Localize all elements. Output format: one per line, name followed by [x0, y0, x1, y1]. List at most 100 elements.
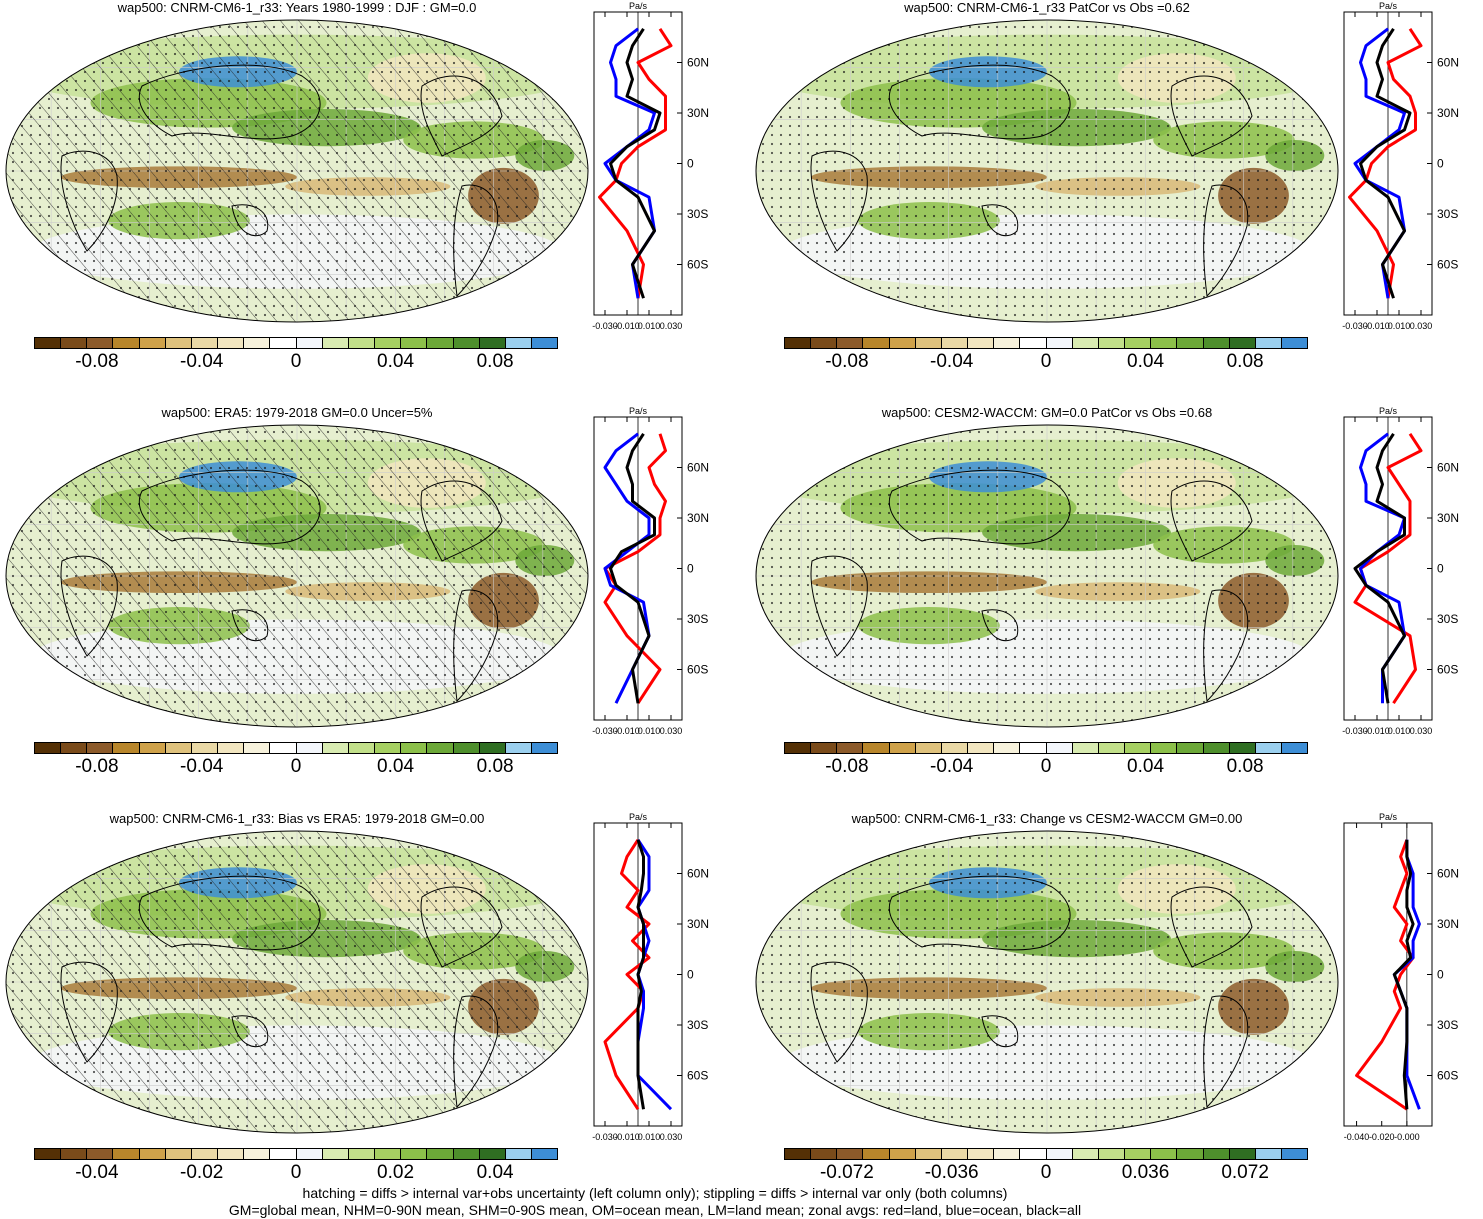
colorbar-swatch	[427, 1149, 454, 1159]
colorbar-swatch	[322, 1149, 349, 1159]
zonal-unit-label: Pa/s	[1379, 1, 1398, 11]
colorbar-swatch	[244, 1149, 271, 1159]
colorbar-tick-label: 0.036	[1121, 1162, 1170, 1183]
colorbar-swatch	[968, 743, 995, 753]
colorbar	[34, 742, 558, 754]
colorbar-swatch	[244, 338, 271, 348]
colorbar-swatch	[165, 338, 192, 348]
colorbar-swatch	[889, 338, 916, 348]
colorbar-swatch	[889, 743, 916, 753]
x-tick-label: -0.020	[1369, 1132, 1395, 1142]
colorbar	[784, 742, 1308, 754]
colorbar-swatch	[375, 1149, 402, 1159]
colorbar-swatch	[35, 743, 62, 753]
x-tick-label: 0.030	[660, 1132, 683, 1142]
lat-tick-label: 60S	[1437, 663, 1458, 677]
zonal-series-land	[1355, 839, 1415, 1111]
colorbar-swatch	[941, 1149, 969, 1159]
colorbar-swatch	[453, 743, 480, 753]
lat-tick-label: 60S	[687, 663, 708, 677]
colorbar-swatch	[505, 338, 532, 348]
colorbar-tick-label: 0.04	[476, 1162, 514, 1183]
lat-tick-label: 0	[1437, 562, 1444, 576]
lat-tick-label: 60N	[687, 461, 709, 475]
colorbar-swatch	[139, 338, 166, 348]
colorbar-tick-label: 0.02	[377, 1162, 415, 1183]
colorbar-swatch	[139, 743, 166, 753]
colorbar-tick-label: 0.04	[377, 756, 415, 777]
zonal-unit-label: Pa/s	[629, 1, 648, 11]
colorbar-swatch	[479, 338, 506, 348]
x-tick-label: -0.010	[614, 726, 640, 736]
lat-tick-label: 30S	[1437, 1018, 1458, 1032]
colorbar-swatch	[837, 1149, 864, 1159]
colorbar-swatch	[1281, 338, 1308, 348]
x-tick-label: 0.010	[1388, 726, 1411, 736]
colorbar-swatch	[1203, 1149, 1230, 1159]
colorbar-swatch	[785, 743, 812, 753]
x-tick-label: -0.030	[592, 1132, 618, 1142]
lat-tick-label: 60N	[687, 867, 709, 881]
colorbar-swatch	[1072, 743, 1099, 753]
colorbar-swatch	[1020, 338, 1047, 348]
zonal-unit-label: Pa/s	[629, 812, 648, 822]
colorbar-swatch	[453, 1149, 480, 1159]
colorbar	[34, 1148, 558, 1160]
robinson-map	[755, 424, 1339, 728]
colorbar-swatch	[1229, 743, 1256, 753]
colorbar-swatch	[1125, 1149, 1152, 1159]
colorbar-tick-label: -0.04	[930, 351, 974, 372]
colorbar-swatch	[165, 1149, 192, 1159]
x-tick-label: 0.030	[1410, 321, 1433, 331]
colorbar-swatch	[113, 338, 140, 348]
colorbar-swatch	[270, 338, 297, 348]
zonal-mean-plot: Pa/s 60N 30N 0 30S 60S -0.040 -0.020 -0.000	[1343, 812, 1459, 1142]
colorbar-swatch	[1281, 743, 1308, 753]
colorbar-tick-label: -0.04	[180, 756, 224, 777]
colorbar-swatch	[1203, 743, 1230, 753]
colorbar-tick-label: 0.08	[476, 756, 514, 777]
map-title: wap500: CESM2-WACCM: GM=0.0 PatCor vs Ob…	[881, 405, 1213, 420]
colorbar-swatch	[1151, 1149, 1178, 1159]
x-tick-label: -0.030	[592, 321, 618, 331]
colorbar-tick-label: 0.04	[1127, 756, 1165, 777]
zonal-unit-label: Pa/s	[629, 406, 648, 416]
colorbar-swatch	[401, 1149, 428, 1159]
colorbar-swatch	[505, 1149, 532, 1159]
x-tick-label: 0.010	[1388, 321, 1411, 331]
colorbar-swatch	[1229, 338, 1256, 348]
x-tick-label: -0.030	[1342, 726, 1368, 736]
lat-tick-label: 30N	[687, 106, 709, 120]
colorbar	[784, 337, 1308, 349]
colorbar-tick-label: -0.04	[930, 756, 974, 777]
lat-tick-label: 60S	[687, 258, 708, 272]
colorbar-swatch	[270, 743, 297, 753]
colorbar-swatch	[1098, 338, 1126, 348]
colorbar-swatch	[191, 743, 219, 753]
colorbar-swatch	[401, 338, 428, 348]
colorbar-swatch	[87, 743, 114, 753]
colorbar-tick-label: -0.04	[180, 351, 224, 372]
colorbar-swatch	[531, 1149, 558, 1159]
colorbar-tick-label: 0.04	[377, 351, 415, 372]
colorbar-swatch	[1177, 743, 1204, 753]
colorbar-swatch	[968, 1149, 995, 1159]
colorbar-swatch	[1177, 1149, 1204, 1159]
colorbar-swatch	[87, 338, 114, 348]
lat-tick-label: 30S	[687, 1018, 708, 1032]
colorbar-swatch	[1020, 743, 1047, 753]
colorbar-swatch	[1072, 338, 1099, 348]
colorbar-swatch	[1125, 743, 1152, 753]
colorbar-swatch	[1046, 338, 1073, 348]
colorbar-swatch	[505, 743, 532, 753]
zonal-series-all	[1359, 27, 1412, 299]
colorbar-swatch	[941, 338, 969, 348]
lat-tick-label: 60S	[1437, 1069, 1458, 1083]
lat-tick-label: 30S	[1437, 207, 1458, 221]
colorbar-swatch	[61, 338, 88, 348]
zonal-series-land	[603, 433, 667, 705]
colorbar-tick-label: 0	[1040, 351, 1052, 372]
lat-tick-label: 30N	[687, 917, 709, 931]
